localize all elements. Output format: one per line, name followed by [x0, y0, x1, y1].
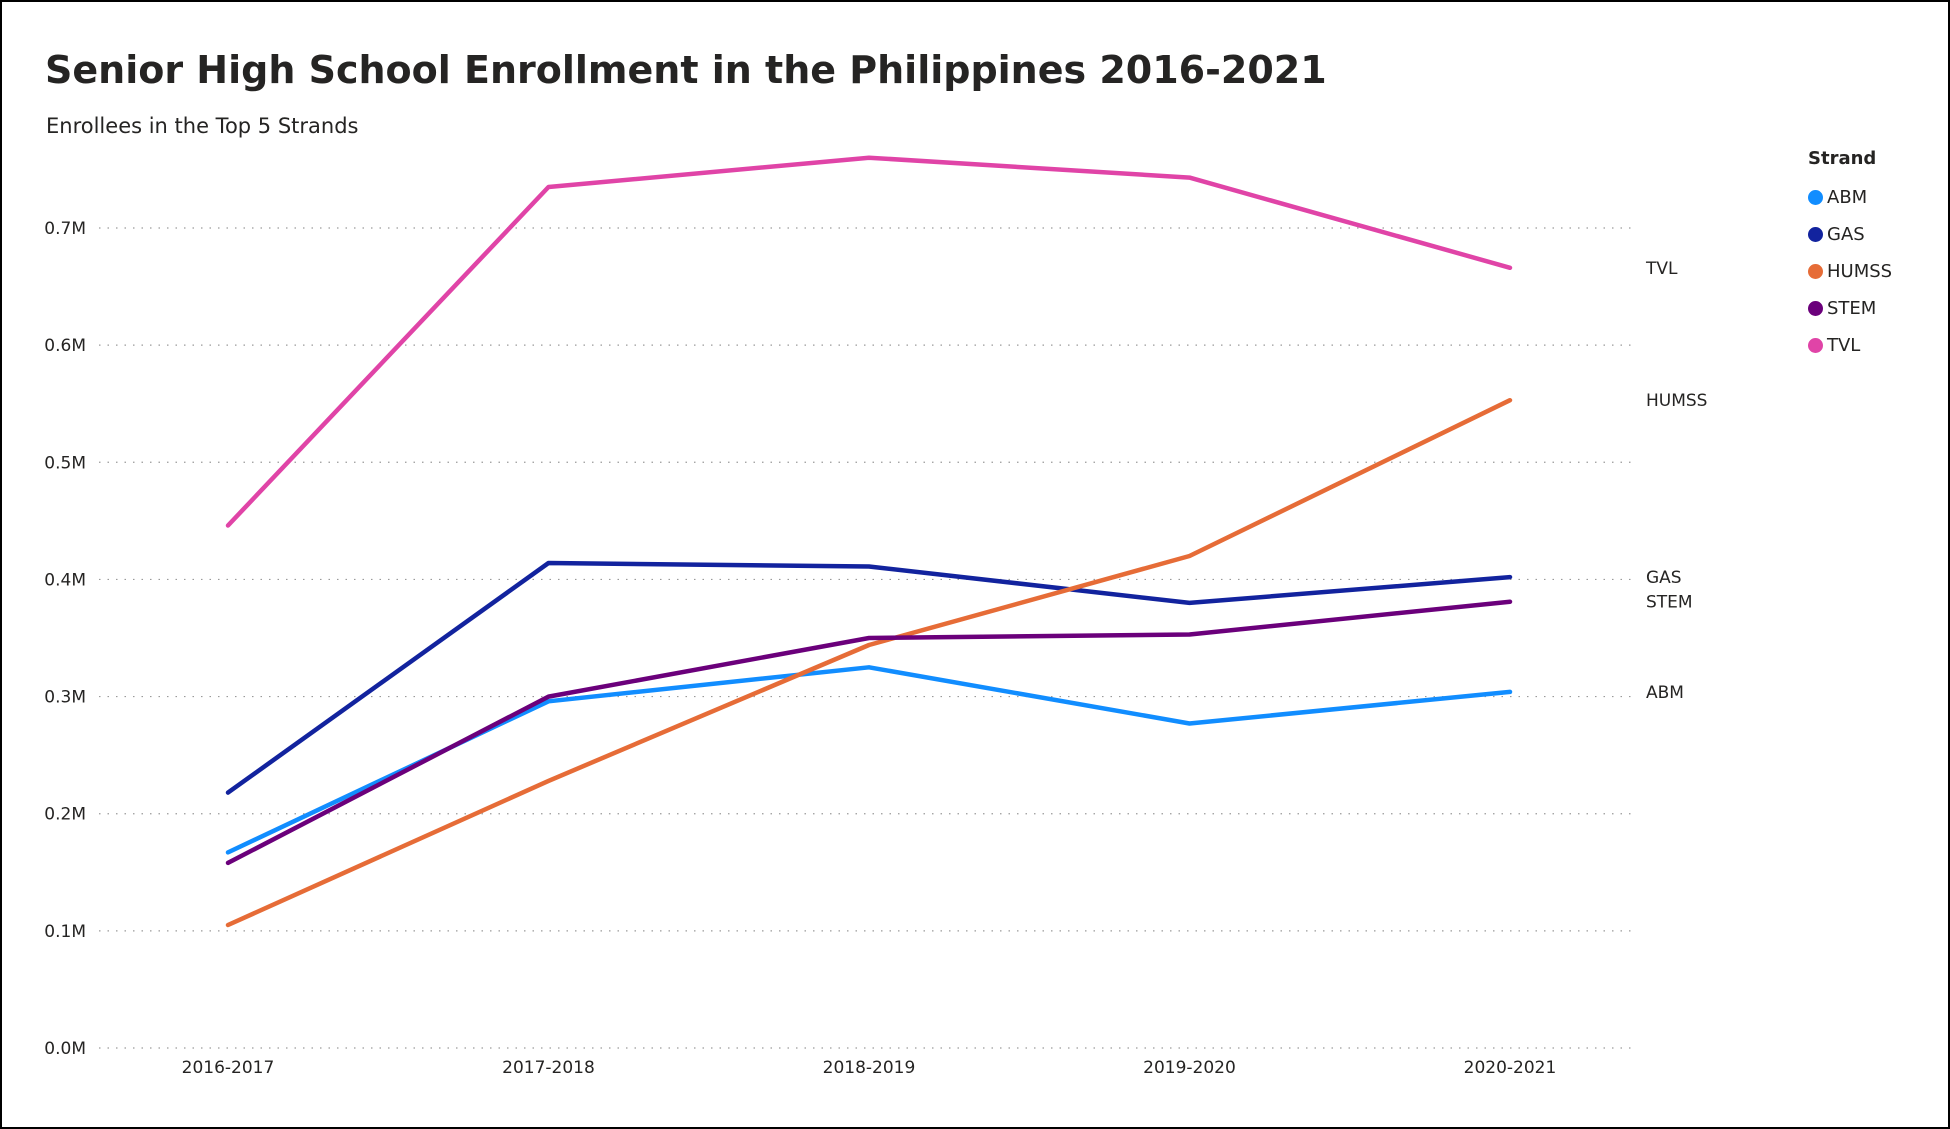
end-label-tvl: TVL: [1645, 259, 1678, 279]
y-tick-label: 0.4M: [44, 570, 86, 590]
x-axis: 2016-2017 2017-2018 2018-2019 2019-2020 2020…: [182, 1058, 1557, 1078]
end-label-abm: ABM: [1646, 683, 1684, 703]
series-line-gas: [225, 560, 1513, 795]
y-tick-label: 0.5M: [44, 453, 86, 473]
x-tick-label: 2019-2020: [1143, 1058, 1236, 1078]
x-tick-label: 2017-2018: [502, 1058, 595, 1078]
x-tick-label: 2016-2017: [182, 1058, 275, 1078]
y-tick-label: 0.7M: [44, 219, 86, 239]
y-tick-label: 0.2M: [44, 805, 86, 825]
legend-swatch: [1808, 227, 1823, 242]
legend-label: TVL: [1827, 335, 1861, 356]
legend-swatch: [1808, 190, 1823, 205]
chart-title: Senior High School Enrollment in the Phi…: [45, 48, 1327, 92]
x-tick-label: 2020-2021: [1464, 1058, 1557, 1078]
end-labels: TVL HUMSS GAS STEM ABM: [1645, 259, 1707, 703]
y-tick-label: 0.0M: [44, 1039, 86, 1059]
y-tick-label: 0.1M: [44, 922, 86, 942]
x-tick-label: 2018-2019: [823, 1058, 916, 1078]
series-lines: [225, 155, 1513, 928]
end-label-stem: STEM: [1646, 593, 1693, 613]
series-line-abm: [225, 665, 1513, 855]
grid-lines: [99, 227, 1634, 1049]
legend-item-gas[interactable]: GAS: [1808, 216, 1892, 253]
y-tick-label: 0.3M: [44, 688, 86, 708]
legend-label: STEM: [1827, 298, 1877, 319]
legend-swatch: [1808, 338, 1823, 353]
end-label-humss: HUMSS: [1646, 391, 1707, 411]
legend-item-humss[interactable]: HUMSS: [1808, 253, 1892, 290]
legend-swatch: [1808, 264, 1823, 279]
legend-item-tvl[interactable]: TVL: [1808, 327, 1892, 364]
legend-item-stem[interactable]: STEM: [1808, 290, 1892, 327]
series-line-stem: [225, 599, 1513, 866]
legend-swatch: [1808, 301, 1823, 316]
legend: Strand ABM GAS HUMSS STEM TVL: [1808, 148, 1892, 364]
y-tick-label: 0.6M: [44, 336, 86, 356]
legend-label: HUMSS: [1827, 261, 1893, 282]
legend-item-abm[interactable]: ABM: [1808, 179, 1892, 216]
legend-items: ABM GAS HUMSS STEM TVL: [1808, 179, 1892, 364]
series-line-tvl: [225, 155, 1513, 528]
legend-label: GAS: [1827, 224, 1865, 245]
legend-title: Strand: [1808, 148, 1877, 169]
y-axis: 0.0M 0.1M 0.2M 0.3M 0.4M 0.5M 0.6M 0.7M: [44, 219, 86, 1059]
legend-label: ABM: [1827, 187, 1868, 208]
series-line-humss: [225, 397, 1513, 928]
end-label-gas: GAS: [1646, 568, 1682, 588]
chart-subtitle: Enrollees in the Top 5 Strands: [46, 114, 359, 138]
